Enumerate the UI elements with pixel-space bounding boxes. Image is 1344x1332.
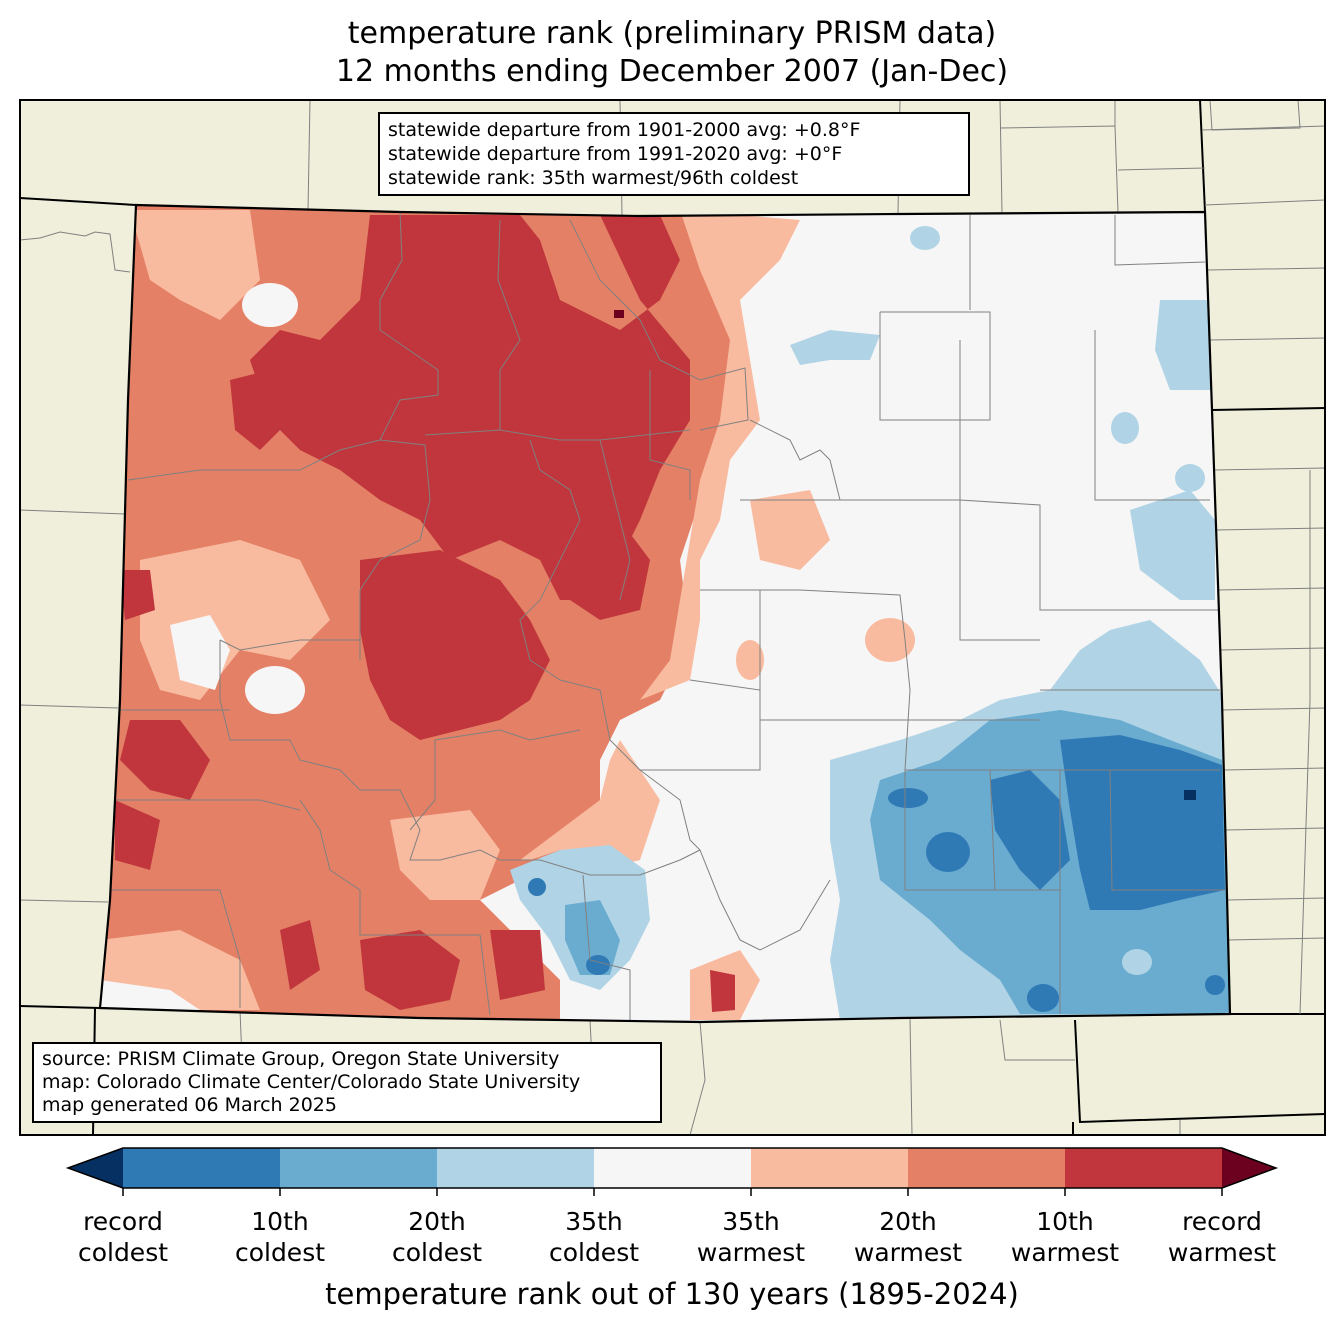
rank-field [100, 205, 1230, 1022]
colorbar-extend-high [1222, 1148, 1276, 1188]
colorbar-bin [280, 1148, 438, 1188]
stats-line-1901-2000: statewide departure from 1901-2000 avg: … [388, 119, 861, 141]
colorbar-bin [594, 1148, 752, 1188]
colorbar-title: temperature rank out of 130 years (1895-… [325, 1277, 1019, 1311]
statewide-stats-box: statewide departure from 1901-2000 avg: … [378, 112, 970, 196]
map-title-line1: temperature rank (preliminary PRISM data… [347, 16, 997, 51]
tick-label-line1: 10th [1036, 1207, 1094, 1236]
tick-label-line2: warmest [1010, 1238, 1120, 1267]
tick-label-line2: warmest [696, 1238, 806, 1267]
map-frame-border [19, 99, 1326, 1136]
tick-label-line2: coldest [234, 1238, 326, 1267]
credit-source: source: PRISM Climate Group, Oregon Stat… [42, 1048, 560, 1070]
colorbar-bin [751, 1148, 909, 1188]
neighbor-state-borders [20, 100, 1325, 1135]
tick-label-line1: record [1182, 1207, 1262, 1236]
county-lines [112, 211, 1225, 1020]
colorbar-bin [437, 1148, 595, 1188]
credits-box: source: PRISM Climate Group, Oregon Stat… [32, 1042, 662, 1123]
tick-label-line1: 35th [722, 1207, 780, 1236]
tick-label-line2: coldest [548, 1238, 640, 1267]
tick-label-line1: 10th [251, 1207, 309, 1236]
tick-label-line1: 20th [408, 1207, 466, 1236]
credit-generated: map generated 06 March 2025 [42, 1094, 337, 1116]
colorbar-bin [1065, 1148, 1223, 1188]
stats-line-1991-2020: statewide departure from 1991-2020 avg: … [388, 143, 843, 165]
colorbar-bin [123, 1148, 281, 1188]
colorbar-tick-label: record coldest [33, 1206, 213, 1268]
colorbar-tick-label: record warmest [1132, 1206, 1312, 1268]
tick-label-line1: record [83, 1207, 163, 1236]
colorbar-tick-label: 10th coldest [190, 1206, 370, 1268]
colorbar-tick-label: 20th coldest [347, 1206, 527, 1268]
tick-label-line2: warmest [853, 1238, 963, 1267]
stats-line-rank: statewide rank: 35th warmest/96th coldes… [388, 167, 799, 189]
tick-label-line2: warmest [1167, 1238, 1277, 1267]
colorado-border [98, 203, 1232, 1024]
colorbar-extend-low [68, 1148, 123, 1188]
colorbar [65, 1147, 1279, 1196]
colorbar-bin [908, 1148, 1066, 1188]
tick-label-line1: 20th [879, 1207, 937, 1236]
tick-label-line1: 35th [565, 1207, 623, 1236]
colorbar-tick-label: 10th warmest [975, 1206, 1155, 1268]
colorbar-tick-label: 35th warmest [661, 1206, 841, 1268]
tick-label-line2: coldest [391, 1238, 483, 1267]
tick-label-line2: coldest [77, 1238, 169, 1267]
credit-map: map: Colorado Climate Center/Colorado St… [42, 1071, 581, 1093]
colorbar-tick-label: 20th warmest [818, 1206, 998, 1268]
colorbar-tick-label: 35th coldest [504, 1206, 684, 1268]
map-title-line2: 12 months ending December 2007 (Jan-Dec) [335, 54, 1009, 89]
